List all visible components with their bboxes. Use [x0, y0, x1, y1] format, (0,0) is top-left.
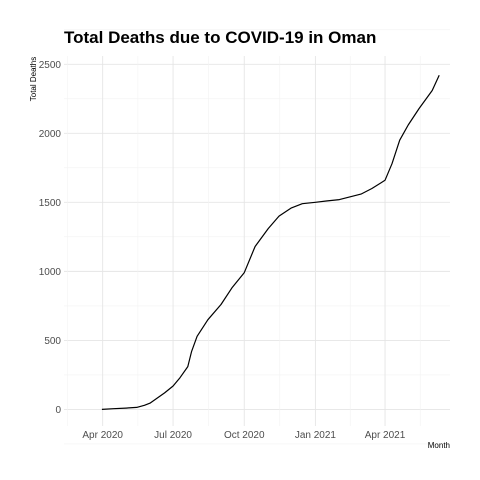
y-axis-title: Total Deaths	[29, 57, 38, 101]
x-tick-label: Oct 2020	[224, 430, 265, 441]
x-tick-label: Apr 2020	[82, 430, 123, 441]
grid	[64, 29, 450, 445]
y-tick-label: 1000	[39, 267, 62, 278]
y-tick-label: 1500	[39, 198, 62, 209]
y-axis-ticks: 0 500 1000 1500 2000 2500	[39, 60, 62, 416]
x-axis-ticks: Apr 2020 Jul 2020 Oct 2020 Jan 2021 Apr 2021	[82, 430, 405, 441]
chart-title: Total Deaths due to COVID-19 in Oman	[64, 28, 376, 47]
x-tick-label: Jul 2020	[154, 430, 192, 441]
series-line	[101, 75, 440, 410]
x-tick-label: Apr 2021	[365, 430, 406, 441]
y-tick-label: 2000	[39, 129, 62, 140]
y-tick-label: 2500	[39, 60, 62, 71]
y-tick-label: 0	[55, 405, 61, 416]
x-axis-title: Month	[428, 441, 450, 450]
x-tick-label: Jan 2021	[295, 430, 337, 441]
y-tick-label: 500	[44, 336, 61, 347]
